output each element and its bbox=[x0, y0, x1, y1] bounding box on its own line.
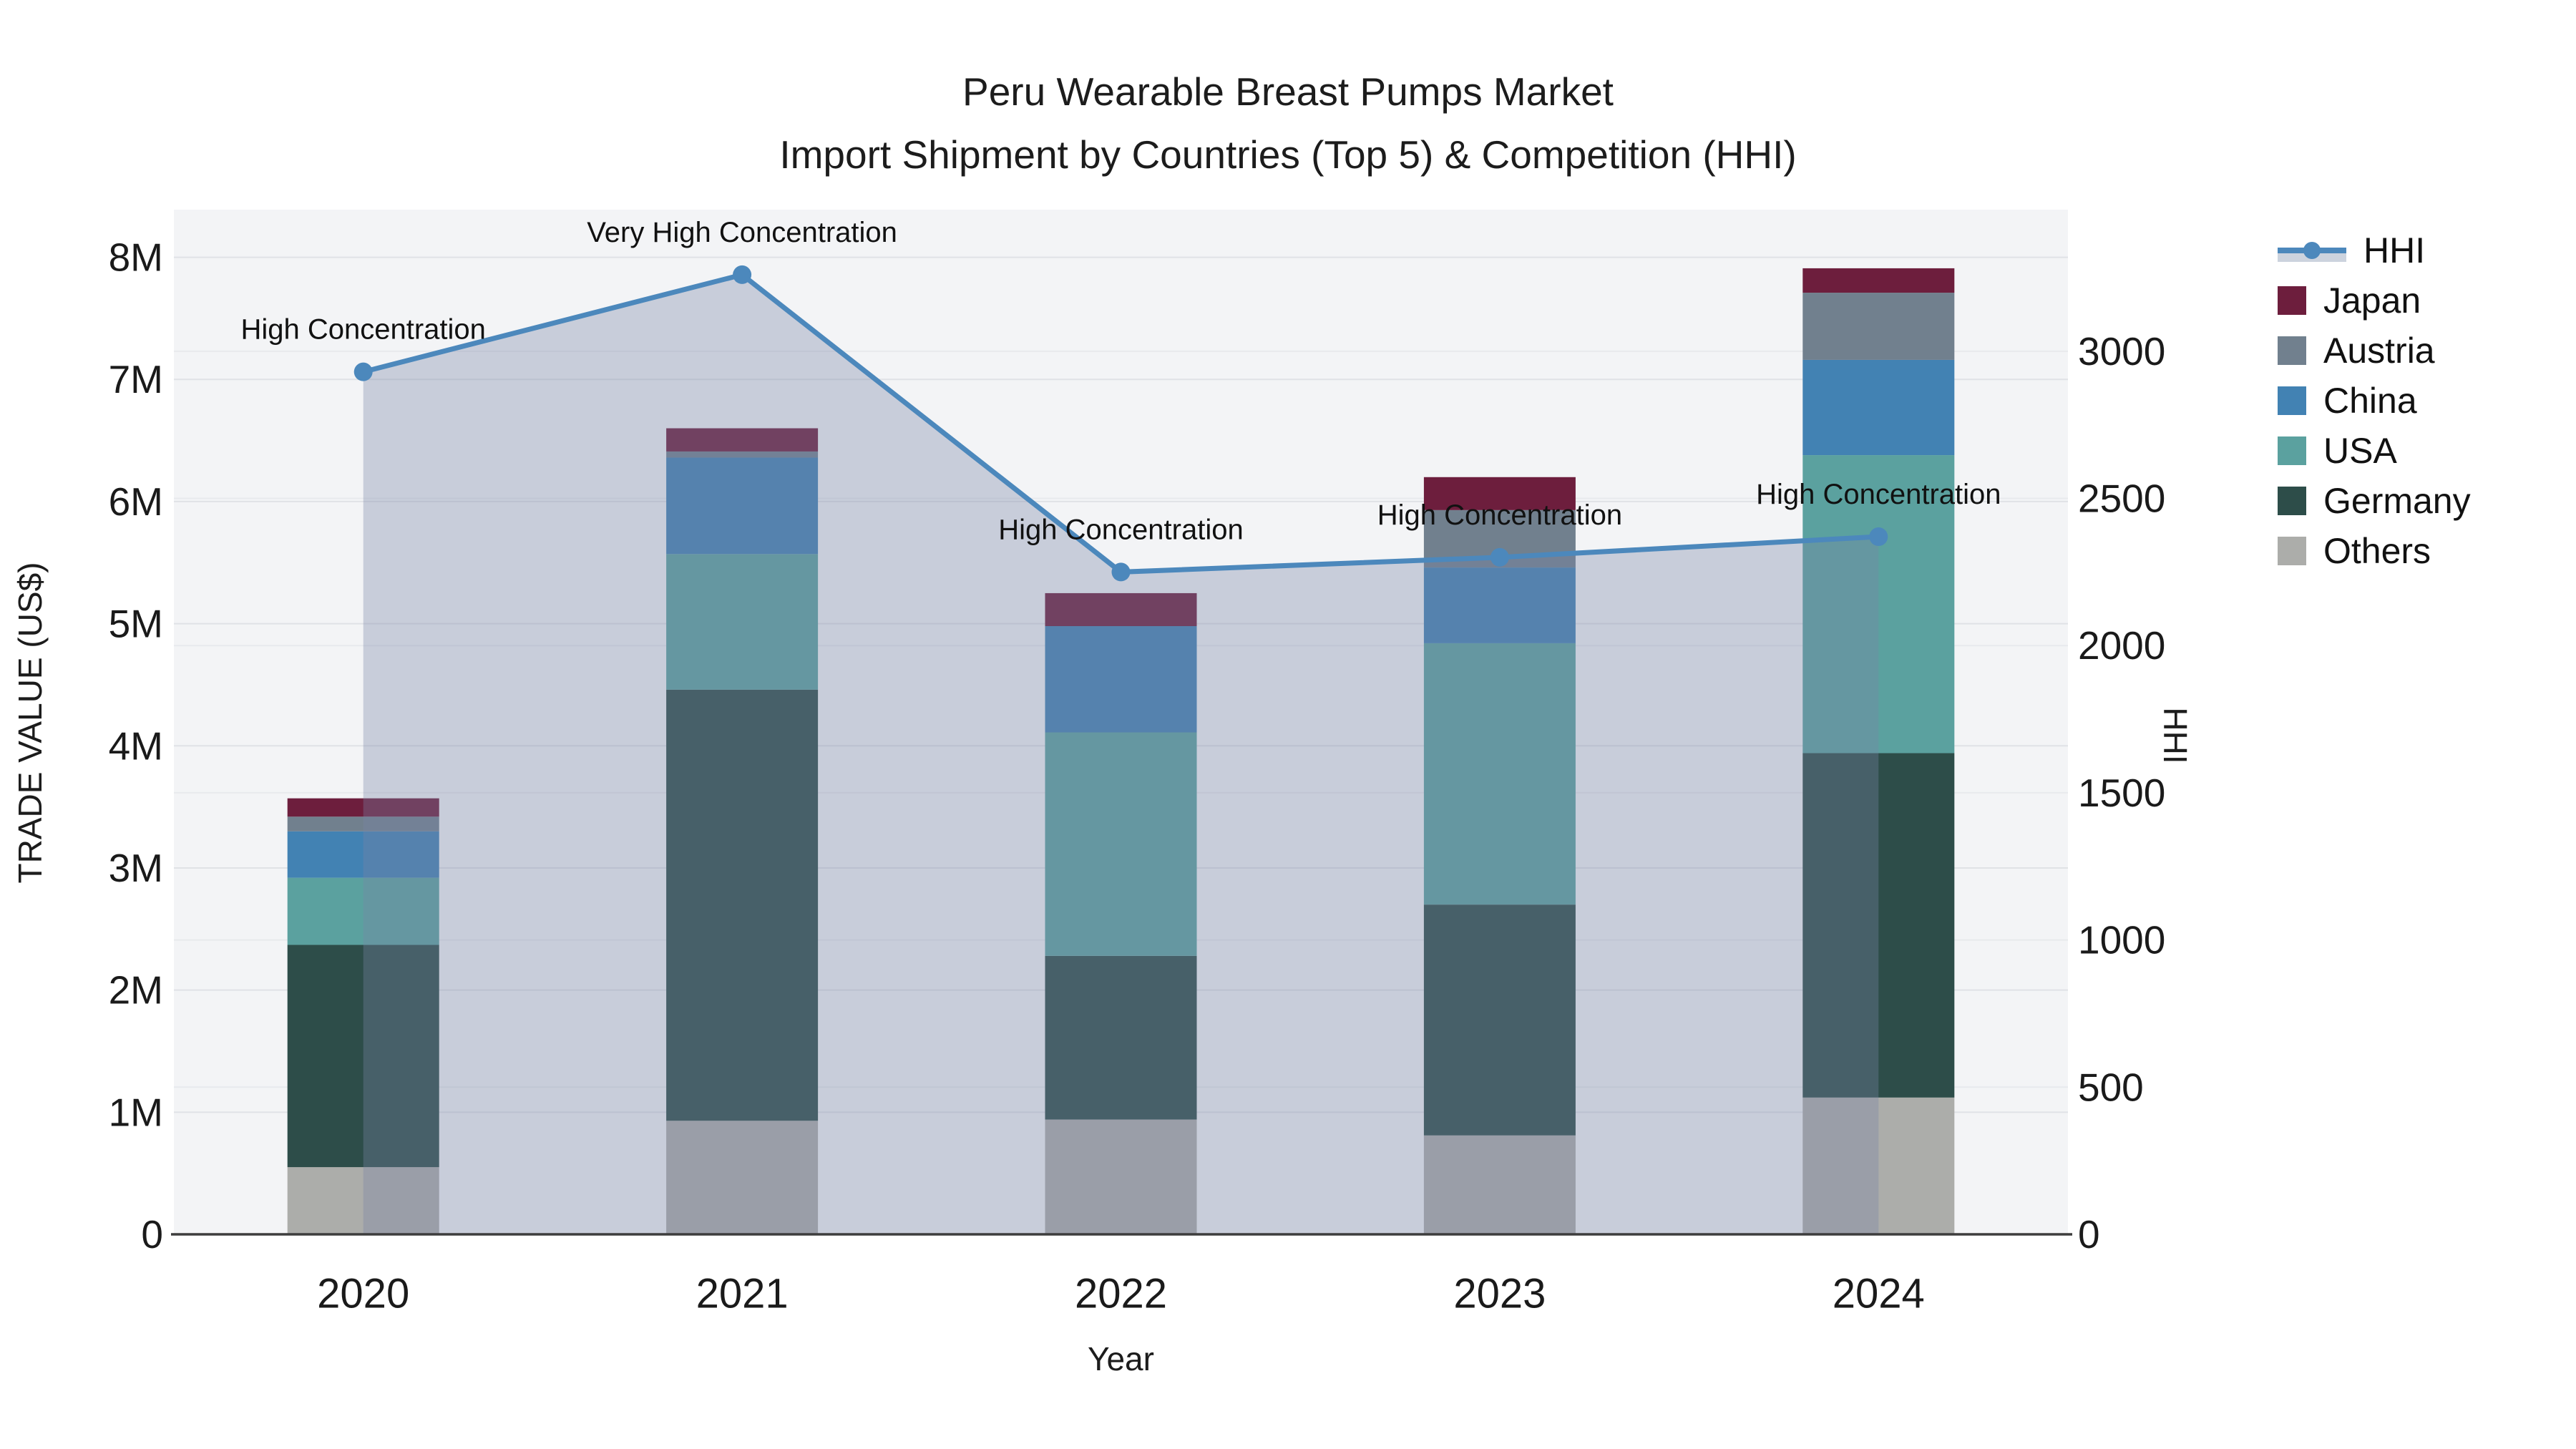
legend: HHI Japan Austria China USA Germany Others bbox=[2278, 225, 2471, 576]
y-left-tick-label: 0 bbox=[141, 1212, 163, 1257]
bar-segment-usa-2022[interactable] bbox=[1045, 732, 1197, 956]
legend-label: USA bbox=[2323, 431, 2397, 471]
bar-segment-austria-2020[interactable] bbox=[287, 816, 439, 831]
y-right-tick-label: 0 bbox=[2078, 1212, 2100, 1257]
bar-segment-usa-2021[interactable] bbox=[666, 554, 819, 690]
y-left-tick-label: 3M bbox=[109, 846, 163, 890]
y-right-tick-label: 2500 bbox=[2078, 477, 2165, 521]
legend-item-hhi[interactable]: HHI bbox=[2278, 225, 2471, 275]
y-right-tick-label: 2000 bbox=[2078, 623, 2165, 668]
bar-segment-japan-2023[interactable] bbox=[1423, 477, 1576, 510]
bar-segment-others-2021[interactable] bbox=[666, 1121, 819, 1234]
legend-item-usa[interactable]: USA bbox=[2278, 426, 2471, 476]
bar-segment-china-2020[interactable] bbox=[287, 831, 439, 878]
legend-label: Others bbox=[2323, 531, 2431, 571]
annotation-2023: High Concentration bbox=[1377, 499, 1622, 531]
bar-segment-austria-2024[interactable] bbox=[1802, 293, 1955, 360]
legend-item-austria[interactable]: Austria bbox=[2278, 326, 2471, 376]
bar-segment-china-2023[interactable] bbox=[1423, 567, 1576, 643]
x-tick-label-2021: 2021 bbox=[696, 1271, 789, 1317]
legend-item-china[interactable]: China bbox=[2278, 376, 2471, 426]
legend-item-germany[interactable]: Germany bbox=[2278, 476, 2471, 526]
y-left-tick-label: 8M bbox=[109, 235, 163, 280]
usa-swatch-icon bbox=[2278, 436, 2306, 465]
x-tick-label-2024: 2024 bbox=[1833, 1271, 1925, 1317]
y-right-tick-label: 1500 bbox=[2078, 771, 2165, 815]
legend-label: China bbox=[2323, 381, 2417, 421]
legend-label: Germany bbox=[2323, 481, 2471, 521]
hhi-line-icon bbox=[2278, 242, 2346, 262]
bar-segment-japan-2021[interactable] bbox=[666, 428, 819, 452]
china-swatch-icon bbox=[2278, 386, 2306, 415]
bar-segment-germany-2021[interactable] bbox=[666, 689, 819, 1121]
hhi-marker-2024[interactable] bbox=[1869, 527, 1888, 547]
annotation-2024: High Concentration bbox=[1756, 479, 2001, 510]
annotation-2022: High Concentration bbox=[998, 514, 1243, 545]
y-left-tick-label: 4M bbox=[109, 723, 163, 768]
hhi-marker-2021[interactable] bbox=[733, 265, 752, 284]
hhi-area-fill bbox=[363, 274, 1879, 1235]
annotation-2021: Very High Concentration bbox=[587, 217, 897, 248]
annotation-2020: High Concentration bbox=[240, 314, 485, 346]
legend-label: Austria bbox=[2323, 331, 2435, 371]
chart-subtitle: Import Shipment by Countries (Top 5) & C… bbox=[779, 132, 1797, 177]
y-left-tick-label: 7M bbox=[109, 357, 163, 401]
y-left-tick-label: 2M bbox=[109, 968, 163, 1013]
bar-segment-usa-2020[interactable] bbox=[287, 877, 439, 945]
y-left-tick-label: 5M bbox=[109, 602, 163, 646]
bar-segment-germany-2022[interactable] bbox=[1045, 955, 1197, 1120]
y-left-tick-label: 1M bbox=[109, 1090, 163, 1134]
bar-segment-china-2024[interactable] bbox=[1802, 359, 1955, 456]
bar-segment-austria-2021[interactable] bbox=[666, 451, 819, 458]
bar-segment-usa-2023[interactable] bbox=[1423, 643, 1576, 905]
x-tick-label-2023: 2023 bbox=[1453, 1271, 1546, 1317]
bar-segment-china-2022[interactable] bbox=[1045, 626, 1197, 733]
bar-segment-germany-2023[interactable] bbox=[1423, 904, 1576, 1136]
x-tick-label-2022: 2022 bbox=[1075, 1271, 1167, 1317]
bar-segment-others-2024[interactable] bbox=[1802, 1097, 1955, 1234]
y-axis-title-right: HHI bbox=[2157, 707, 2194, 764]
legend-label: HHI bbox=[2363, 230, 2426, 270]
x-tick-label-2020: 2020 bbox=[317, 1271, 409, 1317]
legend-item-others[interactable]: Others bbox=[2278, 526, 2471, 576]
bar-segment-others-2023[interactable] bbox=[1423, 1135, 1576, 1234]
chart-title: Peru Wearable Breast Pumps Market bbox=[962, 69, 1614, 114]
hhi-marker-2023[interactable] bbox=[1490, 547, 1509, 567]
legend-item-japan[interactable]: Japan bbox=[2278, 275, 2471, 326]
legend-label: Japan bbox=[2323, 280, 2421, 321]
bar-segment-japan-2022[interactable] bbox=[1045, 592, 1197, 627]
bar-segment-germany-2024[interactable] bbox=[1802, 753, 1955, 1098]
germany-swatch-icon bbox=[2278, 487, 2306, 515]
hhi-marker-2020[interactable] bbox=[353, 362, 373, 381]
hhi-marker-2022[interactable] bbox=[1111, 562, 1131, 582]
austria-swatch-icon bbox=[2278, 336, 2306, 365]
bar-segment-usa-2024[interactable] bbox=[1802, 455, 1955, 753]
bar-segment-japan-2024[interactable] bbox=[1802, 268, 1955, 293]
y-right-tick-label: 3000 bbox=[2078, 329, 2165, 374]
others-swatch-icon bbox=[2278, 537, 2306, 565]
y-right-tick-label: 500 bbox=[2078, 1065, 2144, 1109]
y-axis-title-left: TRADE VALUE (US$) bbox=[11, 562, 49, 884]
japan-swatch-icon bbox=[2278, 286, 2306, 315]
bar-segment-japan-2020[interactable] bbox=[287, 798, 439, 817]
bar-segment-others-2022[interactable] bbox=[1045, 1119, 1197, 1234]
bar-segment-germany-2020[interactable] bbox=[287, 945, 439, 1168]
x-axis-title: Year bbox=[1088, 1340, 1154, 1377]
y-left-tick-label: 6M bbox=[109, 479, 163, 524]
y-right-tick-label: 1000 bbox=[2078, 918, 2165, 962]
bar-segment-china-2021[interactable] bbox=[666, 457, 819, 555]
bar-segment-others-2020[interactable] bbox=[287, 1167, 439, 1234]
